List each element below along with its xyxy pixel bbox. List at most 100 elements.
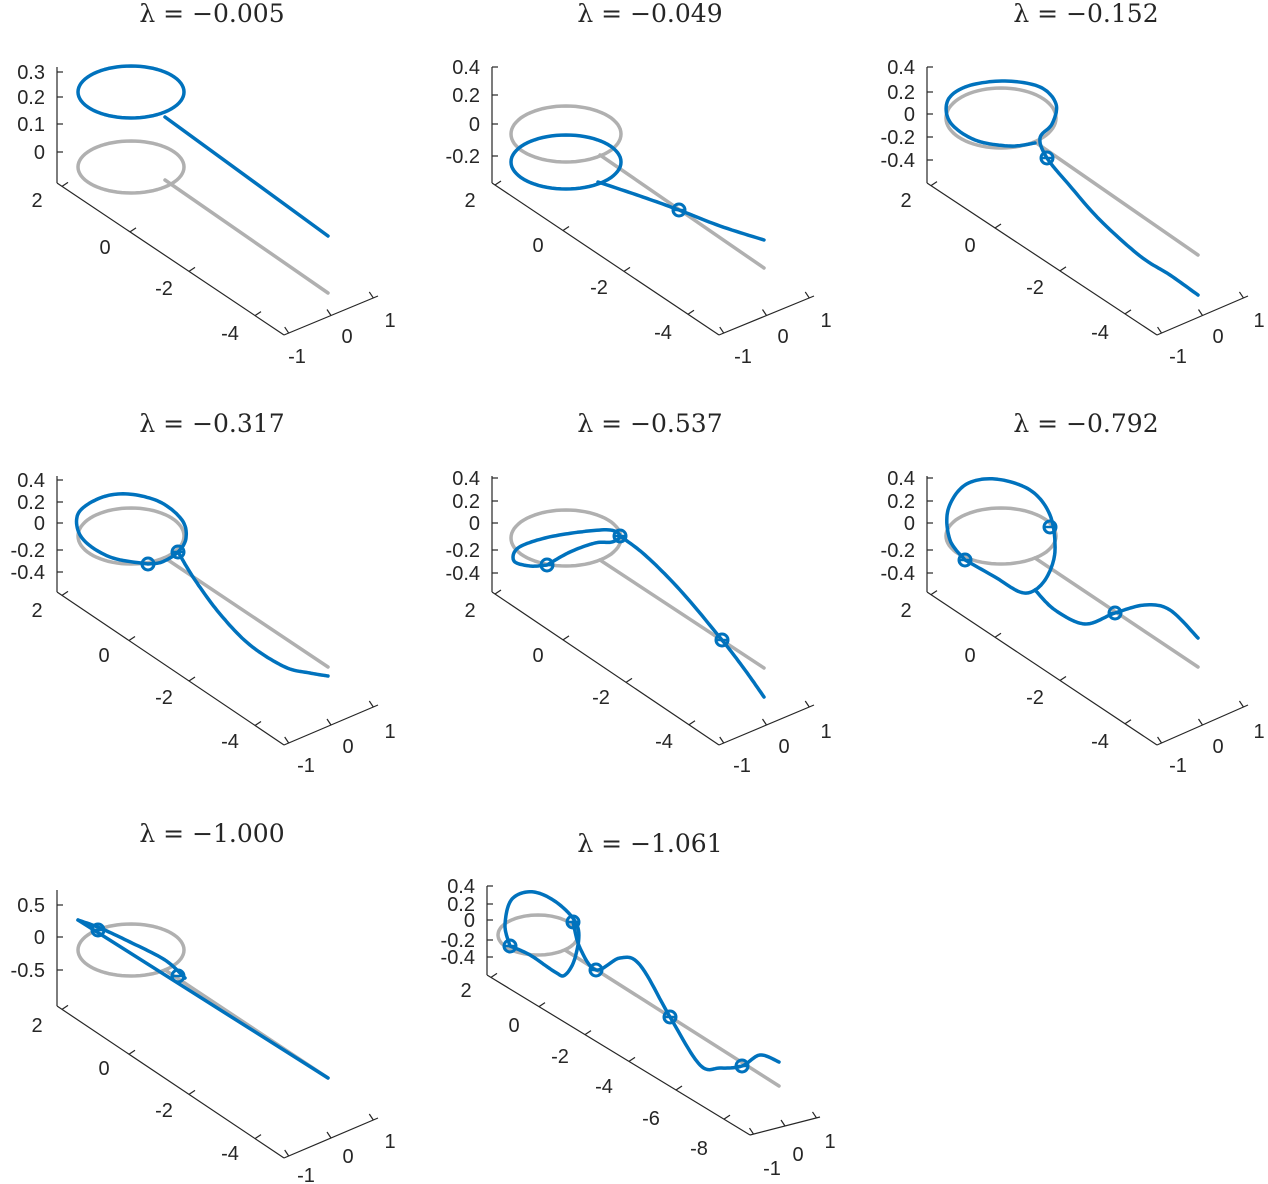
z-tick-label: -0.2	[441, 930, 475, 952]
y-tick-label: 1	[384, 721, 395, 743]
x-tick-label: -4	[1091, 731, 1109, 753]
x-tick-label: -2	[592, 687, 610, 709]
subplot-2: λ = −0.049 0.4 0.2 0 -0.2 2 0 -2 -4 -1 0 1	[446, 0, 832, 368]
intersection-marker	[90, 922, 106, 938]
intersection-marker	[1042, 519, 1058, 535]
x-tick-mark	[188, 1089, 196, 1095]
x-tick-mark	[625, 677, 633, 683]
deformed-curve	[571, 920, 781, 1072]
x-tick-label: 2	[900, 190, 911, 212]
x-tick-mark	[1059, 675, 1067, 681]
z-tick-label: 0.2	[452, 491, 480, 513]
x-tick-mark	[490, 972, 498, 978]
x-axis-line	[56, 182, 285, 336]
z-tick-label: 0.4	[452, 57, 480, 79]
z-tick-label: 0.2	[452, 85, 480, 107]
x-axis-line	[491, 182, 720, 336]
reference-curve	[76, 506, 186, 566]
x-tick-label: -4	[654, 322, 672, 344]
y-tick-mark	[780, 1119, 786, 1127]
z-tick-label: 0.4	[452, 468, 480, 490]
y-tick-mark	[284, 326, 290, 334]
x-tick-mark	[994, 223, 1002, 229]
y-tick-label: 0	[342, 1146, 353, 1168]
x-tick-label: 2	[31, 1015, 42, 1037]
x-tick-mark	[254, 1134, 262, 1140]
z-tick-label: 0.2	[17, 492, 45, 514]
x-tick-mark	[675, 1085, 683, 1091]
y-tick-mark	[284, 1149, 290, 1157]
x-axis-line	[491, 591, 720, 746]
reference-curve	[163, 178, 330, 295]
z-tick-label: 0.4	[887, 57, 915, 79]
y-tick-mark	[368, 700, 374, 708]
x-tick-mark	[584, 1030, 592, 1036]
y-tick-mark	[368, 1113, 374, 1121]
x-tick-mark	[494, 180, 502, 186]
x-tick-mark	[688, 720, 696, 726]
intersection-marker	[1107, 605, 1123, 621]
y-tick-mark	[719, 326, 725, 334]
x-tick-label: 2	[460, 980, 471, 1002]
x-tick-label: 0	[532, 645, 543, 667]
x-tick-label: -4	[221, 1143, 239, 1165]
x-tick-mark	[994, 632, 1002, 638]
intersection-marker	[734, 1058, 750, 1074]
intersection-marker	[539, 557, 555, 573]
x-tick-mark	[538, 1002, 546, 1008]
x-tick-label: -4	[221, 731, 239, 753]
y-tick-label: -1	[734, 346, 752, 368]
subplot-1: λ = −0.005 0.3 0.2 0.1 0 2 0 -2 -4 -1 0 1	[17, 0, 395, 368]
intersection-marker	[170, 968, 186, 984]
z-tick-label: -0.2	[446, 540, 480, 562]
y-tick-label: 1	[384, 310, 395, 332]
reference-curve	[76, 139, 186, 195]
y-tick-mark	[1238, 291, 1244, 299]
x-tick-label: 0	[964, 645, 975, 667]
x-tick-mark	[61, 181, 69, 187]
x-tick-label: -4	[221, 323, 239, 345]
y-tick-label: 0	[1212, 326, 1223, 348]
y-tick-mark	[812, 1111, 817, 1119]
intersection-marker	[612, 528, 628, 544]
deformed-curve	[74, 492, 189, 566]
z-tick-label: 0.2	[887, 491, 915, 513]
x-tick-mark	[562, 635, 570, 641]
x-tick-mark	[128, 1049, 136, 1055]
intersection-marker	[957, 552, 973, 568]
y-tick-mark	[1238, 700, 1244, 708]
z-tick-label: -0.2	[881, 127, 915, 149]
y-tick-label: -1	[1169, 346, 1187, 368]
z-tick-label: -0.5	[11, 960, 45, 982]
subplot-title: λ = −0.537	[577, 409, 722, 438]
x-tick-mark	[628, 1056, 636, 1062]
y-tick-mark	[804, 700, 810, 708]
y-tick-label: -1	[297, 1165, 315, 1184]
x-axis-line	[926, 591, 1158, 746]
reference-curve	[1033, 140, 1200, 257]
y-tick-mark	[749, 1127, 754, 1135]
x-tick-label: -6	[642, 1108, 660, 1130]
x-tick-mark	[723, 1114, 731, 1120]
deformed-curve	[618, 534, 766, 699]
y-tick-label: 0	[1212, 736, 1223, 758]
y-tick-mark	[762, 309, 767, 316]
x-tick-label: 2	[31, 190, 42, 212]
z-tick-label: -0.2	[446, 146, 480, 168]
x-tick-label: -8	[690, 1138, 708, 1160]
x-tick-label: 2	[464, 600, 475, 622]
y-tick-label: 0	[341, 326, 352, 348]
y-tick-label: -1	[288, 346, 306, 368]
z-tick-label: 0.4	[17, 470, 45, 492]
deformed-curve	[176, 550, 330, 678]
z-tick-label: 0	[904, 104, 915, 126]
x-tick-label: 0	[99, 237, 110, 259]
y-tick-label: 1	[1253, 721, 1264, 743]
x-tick-mark	[254, 311, 262, 317]
z-tick-label: 0	[469, 513, 480, 535]
subplot-title: λ = −0.049	[577, 0, 722, 28]
